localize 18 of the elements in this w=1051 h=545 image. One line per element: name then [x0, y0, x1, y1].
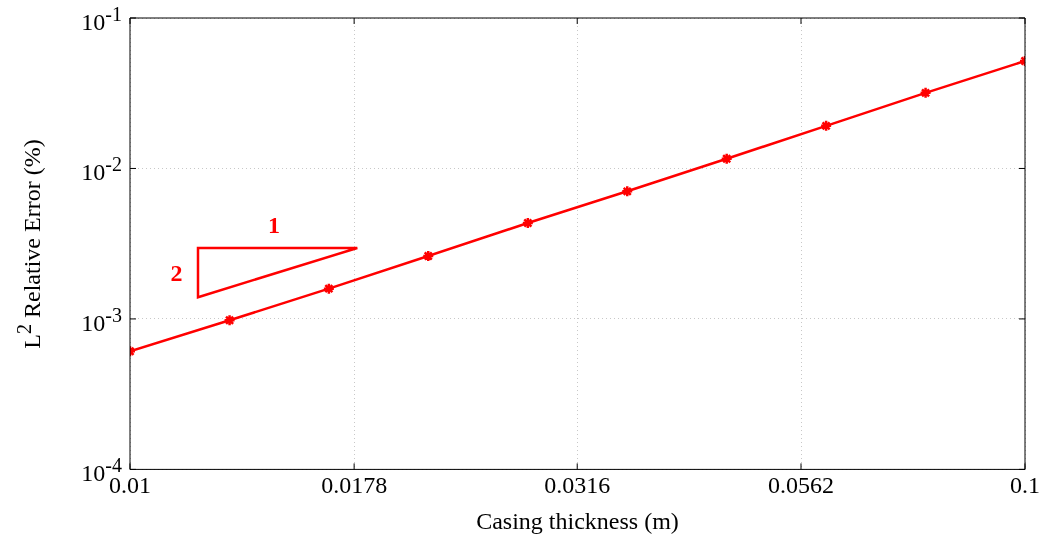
- y-tick-label: 10$^{-1}$: [81, 2, 122, 35]
- point: [919, 86, 932, 100]
- point: [422, 249, 435, 263]
- point: [322, 282, 336, 295]
- point: [819, 119, 833, 133]
- x-tick-label: 0.1: [1010, 472, 1040, 499]
- point: [521, 216, 535, 230]
- point: [720, 152, 733, 166]
- y-tick-label: 10$^{-2}$: [81, 152, 122, 186]
- x-tick-label: 0.0316: [544, 472, 611, 499]
- y-tick-label: 10$^{-3}$: [81, 302, 122, 336]
- annotation: 1: [268, 211, 281, 239]
- annotation: 2: [170, 259, 183, 287]
- point: [620, 185, 634, 198]
- point: [223, 314, 236, 327]
- x-tick-label: 0.0562: [768, 472, 835, 499]
- x-axis-title: Casing thickness (m): [476, 507, 679, 534]
- x-tick-label: 0.0178: [321, 472, 388, 499]
